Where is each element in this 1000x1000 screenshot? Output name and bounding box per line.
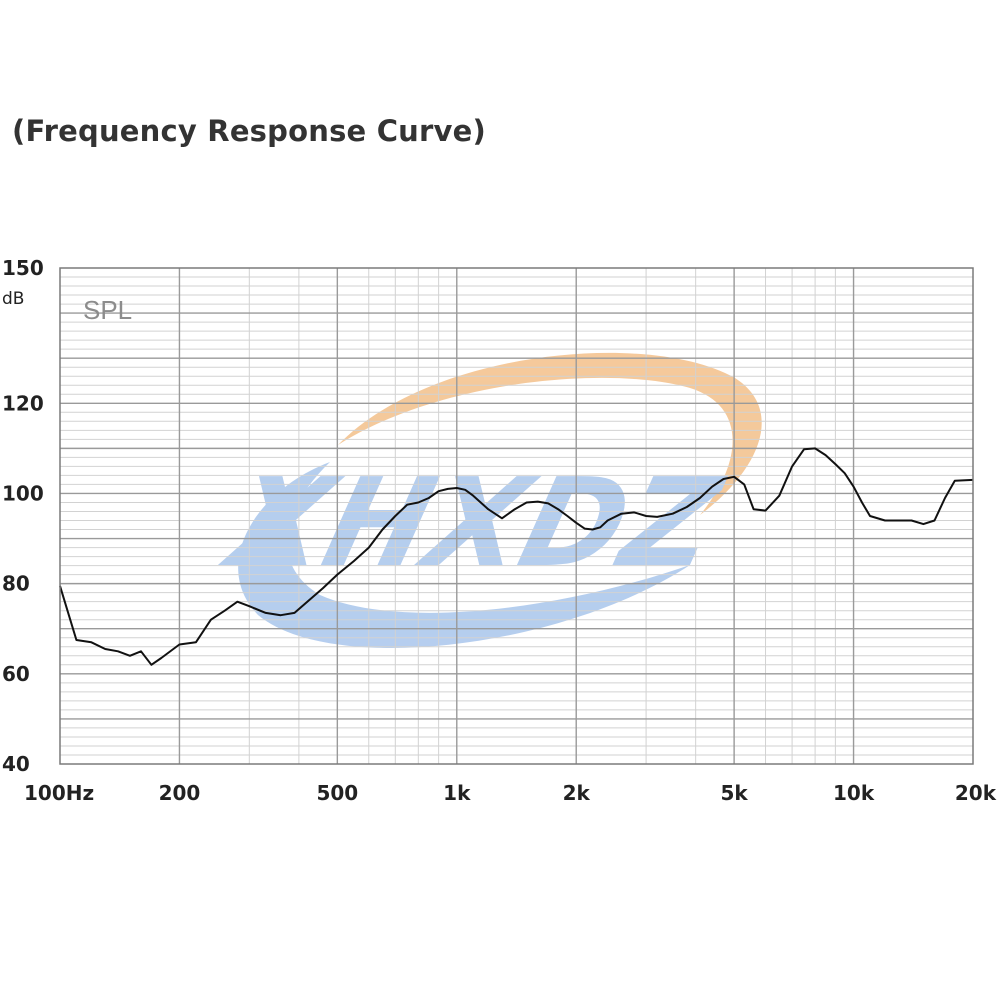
y-tick-label: 150	[2, 256, 44, 280]
y-tick-label: 120	[2, 391, 44, 415]
y-axis-ticks: 150 120 100 80 60 40	[2, 256, 44, 776]
y-tick-label: 80	[2, 572, 30, 596]
y-axis-unit: dB	[2, 289, 24, 309]
x-tick-label: 100Hz	[24, 781, 94, 805]
x-tick-label: 500	[316, 781, 358, 805]
chart-title: (Frequency Response Curve)	[12, 114, 486, 148]
y-tick-label: 60	[2, 662, 30, 686]
x-tick-label: 2k	[563, 781, 591, 805]
x-tick-label: 20k	[955, 781, 997, 805]
x-tick-label: 200	[159, 781, 201, 805]
watermark-text: XHXDZ	[210, 453, 734, 595]
y-tick-label: 100	[2, 481, 44, 505]
plot-frame	[59, 267, 974, 765]
watermark-swoosh-orange	[338, 352, 762, 515]
x-tick-label: 1k	[443, 781, 471, 805]
grid-major	[60, 268, 973, 764]
series-line-spl	[59, 447, 974, 666]
plot-label-spl: SPL	[83, 295, 132, 325]
y-tick-label: 40	[2, 752, 30, 776]
x-tick-label: 5k	[721, 781, 749, 805]
plot-background	[60, 268, 973, 764]
x-tick-label: 10k	[833, 781, 875, 805]
x-axis-ticks: 100Hz 200 500 1k 2k 5k 10k 20k	[24, 781, 997, 805]
